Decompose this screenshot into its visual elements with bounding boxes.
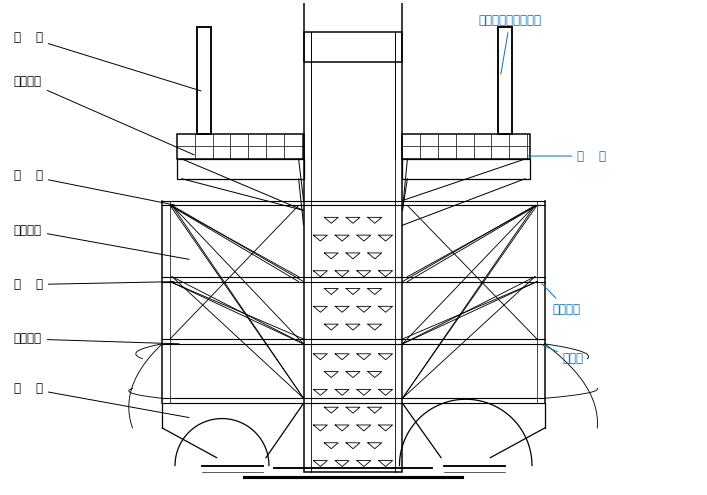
Bar bbox=[303, 0, 402, 62]
Text: 三角支架: 三角支架 bbox=[14, 75, 194, 155]
Text: 模    板: 模 板 bbox=[14, 382, 189, 418]
Text: 对拉螺栓砼空心支管: 对拉螺栓砼空心支管 bbox=[479, 14, 542, 74]
Bar bbox=[498, 28, 512, 134]
Text: 护    栏: 护 栏 bbox=[14, 31, 201, 91]
Bar bbox=[177, 134, 303, 159]
Text: 安全网: 安全网 bbox=[542, 345, 583, 365]
Text: 拉    环: 拉 环 bbox=[14, 169, 175, 205]
Bar bbox=[197, 28, 211, 134]
Text: 斜拉索具: 斜拉索具 bbox=[14, 224, 189, 259]
Text: 拉    环: 拉 环 bbox=[14, 278, 174, 291]
Text: 吊    环: 吊 环 bbox=[528, 149, 607, 162]
Bar bbox=[402, 134, 530, 159]
Bar bbox=[177, 159, 303, 179]
Text: 拆模吊篮: 拆模吊篮 bbox=[14, 333, 179, 346]
Bar bbox=[402, 159, 530, 179]
Text: 对拉螺栓: 对拉螺栓 bbox=[542, 284, 580, 316]
Bar bbox=[303, 33, 402, 472]
